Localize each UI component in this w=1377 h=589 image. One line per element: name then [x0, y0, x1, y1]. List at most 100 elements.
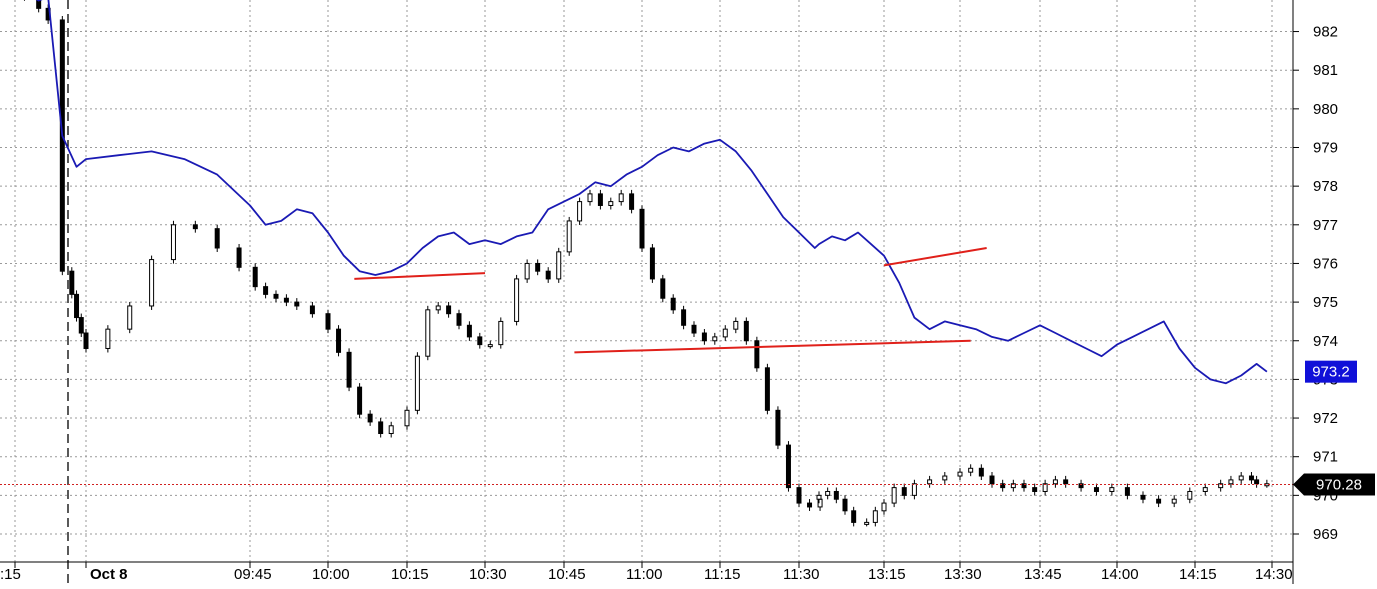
candle-body: [446, 305, 452, 315]
candle-body: [968, 467, 974, 473]
candle-body: [556, 251, 562, 280]
x-tick-label: 11:30: [783, 566, 819, 583]
grid-layer: [0, 0, 1293, 562]
candle-body: [891, 487, 897, 504]
candle-body: [629, 193, 635, 210]
candle-body: [1238, 475, 1244, 481]
candle-body: [425, 309, 431, 357]
x-tick-label: 11:15: [704, 566, 740, 583]
candle-body: [535, 262, 541, 272]
candle-body: [691, 324, 697, 334]
candle-body: [1254, 479, 1260, 485]
candle-body: [1052, 479, 1058, 485]
candle-body: [1156, 498, 1162, 504]
candle-body: [214, 228, 220, 249]
x-tick-label: 13:45: [1024, 566, 1062, 583]
candle-body: [127, 305, 133, 330]
candle-body: [1124, 487, 1130, 496]
candle-body: [1010, 483, 1016, 489]
x-tick-label: 10:00: [312, 566, 350, 583]
candle-body: [901, 487, 907, 496]
candle-body: [597, 193, 603, 206]
blue-series-line: [35, 0, 1268, 385]
price-candles: [23, 0, 1270, 527]
candle-body: [816, 494, 822, 500]
candle-body: [1202, 487, 1208, 492]
candle-body: [59, 19, 65, 272]
candle-body: [743, 320, 749, 342]
candle-body: [83, 332, 89, 349]
candle-body: [785, 444, 791, 489]
candle-body: [764, 367, 770, 411]
candle-body: [294, 301, 300, 307]
candle-body: [851, 510, 857, 523]
x-tick-label: 13:30: [944, 566, 982, 583]
candle-body: [273, 293, 279, 299]
y-tick-label: 980: [1313, 101, 1338, 118]
candle-body: [545, 270, 551, 280]
candle-body: [754, 340, 760, 369]
candle-body: [989, 475, 995, 485]
candle-body: [487, 344, 493, 348]
y-tick-label: 972: [1313, 410, 1338, 427]
candle-body: [1021, 483, 1027, 489]
candle-body: [263, 286, 269, 295]
candle-body: [618, 193, 624, 203]
candle-body: [414, 355, 420, 411]
candle-body: [435, 305, 441, 311]
candle-body: [842, 498, 848, 512]
candle-body: [309, 305, 315, 315]
trendline: [354, 272, 486, 280]
candle-body: [881, 502, 887, 512]
y-tick-label: 977: [1313, 217, 1338, 234]
trendline-layer: [0, 247, 1293, 486]
candle-body: [722, 328, 728, 338]
candle-body: [587, 193, 593, 203]
candle-body: [514, 278, 520, 322]
candle-body: [942, 475, 948, 481]
candle-body: [712, 336, 718, 342]
last-price-tag: [1293, 473, 1375, 496]
candle-body: [1248, 475, 1254, 481]
candle-body: [69, 270, 75, 295]
candle-body: [796, 487, 802, 504]
candle-body: [927, 479, 933, 485]
candle-body: [775, 409, 781, 446]
candle-body: [1000, 483, 1006, 489]
x-tick-label: :15: [0, 566, 21, 583]
candle-body: [1228, 479, 1234, 485]
blue-price-tag: [1305, 360, 1357, 383]
candle-body: [105, 328, 111, 349]
candle-body: [36, 0, 42, 9]
candle-body: [192, 224, 198, 230]
candle-body: [346, 351, 352, 388]
candle-body: [404, 409, 410, 427]
x-tick-label: 14:30: [1255, 566, 1293, 583]
blue-price-tag-label: 973.2: [1312, 364, 1350, 381]
trendline: [574, 339, 971, 354]
candle-body: [807, 502, 813, 508]
y-tick-label: 981: [1313, 62, 1338, 79]
candle-body: [74, 293, 80, 319]
candle-body: [660, 278, 666, 299]
candle-body: [978, 467, 984, 477]
candle-body: [1218, 483, 1224, 489]
candle-body: [466, 324, 472, 338]
price-tag-layer: 973.2 970.28: [1293, 360, 1375, 496]
x-tick-label: 10:15: [391, 566, 429, 583]
candle-body: [681, 309, 687, 326]
candle-body: [1078, 483, 1084, 489]
candle-body: [236, 247, 242, 268]
candle-body: [733, 320, 739, 330]
candle-body: [477, 336, 483, 346]
candle-body: [1063, 479, 1069, 485]
candle-body: [1140, 494, 1146, 500]
y-tick-label: 982: [1313, 24, 1338, 41]
y-tick-label: 978: [1313, 178, 1338, 195]
candle-body: [357, 386, 363, 415]
candle-body: [957, 471, 963, 477]
x-tick-label: 09:45: [234, 566, 272, 583]
candle-body: [456, 313, 462, 326]
